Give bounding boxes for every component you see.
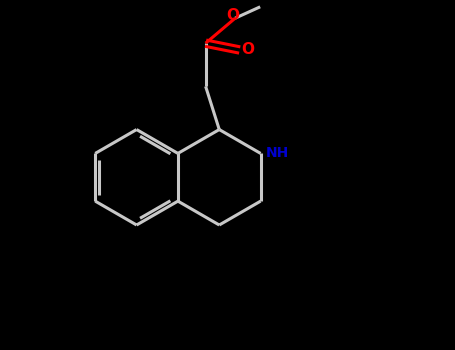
Text: O: O [242, 42, 254, 57]
Text: NH: NH [266, 146, 289, 160]
Text: O: O [227, 8, 239, 23]
